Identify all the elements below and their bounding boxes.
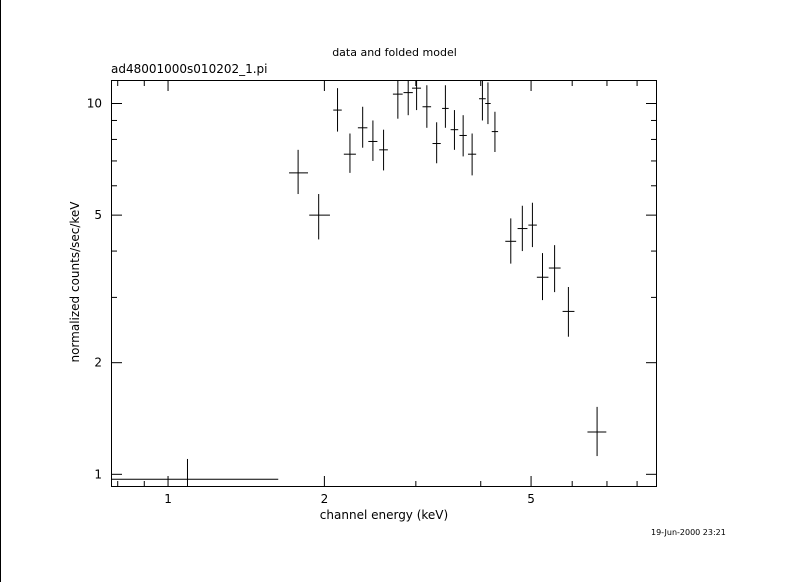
data-point bbox=[536, 253, 549, 301]
x-tick-label: 5 bbox=[527, 492, 535, 506]
data-point bbox=[368, 120, 378, 161]
data-point bbox=[479, 81, 486, 121]
data-point bbox=[412, 81, 422, 111]
data-point bbox=[548, 245, 561, 293]
data-point bbox=[357, 106, 368, 148]
data-point bbox=[392, 81, 403, 119]
data-point bbox=[403, 81, 413, 116]
data-point bbox=[442, 85, 449, 128]
timestamp: 19-Jun-2000 23:21 bbox=[651, 528, 726, 537]
data-point bbox=[432, 122, 441, 164]
data-point bbox=[467, 133, 477, 176]
y-axis-label: normalized counts/sec/keV bbox=[68, 201, 82, 363]
data-point bbox=[309, 194, 330, 240]
window-left-border bbox=[0, 0, 1, 582]
data-point bbox=[562, 287, 575, 337]
axis-tick-labels: 1 2 5 1 2 5 10 bbox=[87, 97, 535, 506]
data-points bbox=[112, 81, 607, 486]
data-point bbox=[505, 218, 517, 264]
y-tick-label: 10 bbox=[87, 97, 102, 111]
x-tick-label: 2 bbox=[321, 492, 329, 506]
y-tick-label: 1 bbox=[94, 467, 102, 481]
data-point bbox=[289, 149, 309, 195]
data-point bbox=[459, 115, 467, 157]
data-point bbox=[422, 85, 432, 128]
data-point bbox=[528, 202, 537, 248]
data-point bbox=[587, 406, 607, 457]
x-tick-label: 1 bbox=[164, 492, 172, 506]
data-point bbox=[485, 82, 491, 125]
data-point bbox=[491, 111, 499, 152]
x-axis-label: channel energy (keV) bbox=[319, 508, 449, 522]
data-point bbox=[517, 205, 528, 252]
data-point bbox=[343, 133, 356, 173]
chart-subtitle: ad48001000s010202_1.pi bbox=[111, 62, 268, 76]
y-tick-label: 5 bbox=[94, 208, 102, 222]
data-point bbox=[450, 110, 459, 150]
y-tick-label: 2 bbox=[94, 356, 102, 370]
data-point bbox=[379, 129, 388, 171]
data-point bbox=[333, 88, 342, 132]
chart-title: data and folded model bbox=[332, 46, 457, 59]
plot-frame bbox=[111, 80, 657, 487]
data-point bbox=[112, 458, 279, 486]
axis-ticks bbox=[112, 81, 656, 486]
